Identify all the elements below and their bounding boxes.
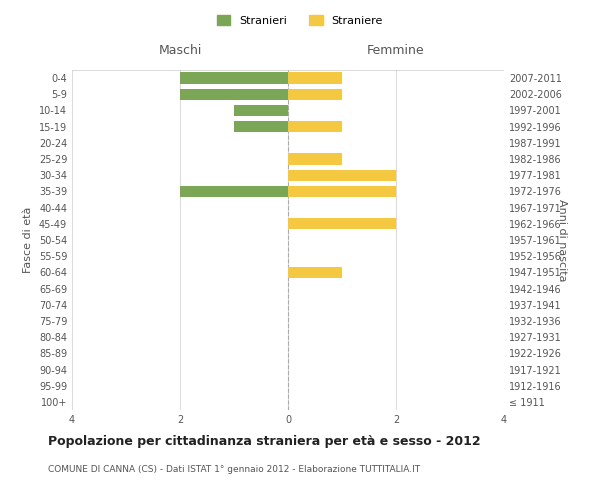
Text: Maschi: Maschi: [158, 44, 202, 57]
Bar: [234, 121, 288, 132]
Bar: [288, 121, 342, 132]
Bar: [288, 218, 396, 230]
Bar: [288, 266, 342, 278]
Bar: [288, 154, 342, 164]
Bar: [288, 170, 396, 181]
Bar: [288, 88, 342, 100]
Text: Femmine: Femmine: [367, 44, 425, 57]
Bar: [180, 72, 288, 84]
Y-axis label: Fasce di età: Fasce di età: [23, 207, 33, 273]
Bar: [234, 105, 288, 116]
Bar: [180, 186, 288, 197]
Text: Popolazione per cittadinanza straniera per età e sesso - 2012: Popolazione per cittadinanza straniera p…: [48, 435, 481, 448]
Y-axis label: Anni di nascita: Anni di nascita: [557, 198, 567, 281]
Bar: [288, 186, 396, 197]
Bar: [180, 88, 288, 100]
Text: COMUNE DI CANNA (CS) - Dati ISTAT 1° gennaio 2012 - Elaborazione TUTTITALIA.IT: COMUNE DI CANNA (CS) - Dati ISTAT 1° gen…: [48, 465, 420, 474]
Bar: [288, 72, 342, 84]
Legend: Stranieri, Straniere: Stranieri, Straniere: [212, 10, 388, 30]
